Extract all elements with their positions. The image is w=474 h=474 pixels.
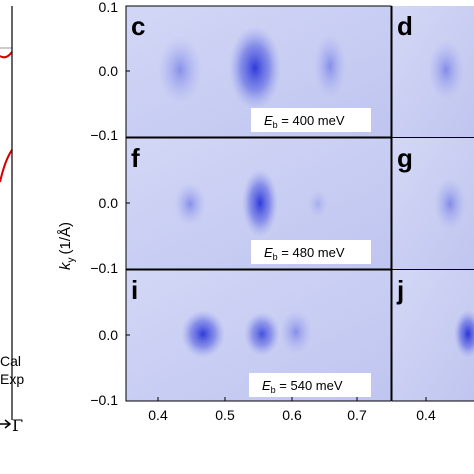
panel-letter-j: j [396, 275, 404, 305]
panel-f: f Eb = 480 meV [125, 137, 392, 270]
gamma-label: Γ [12, 416, 23, 435]
panel-letter-i: i [131, 275, 138, 305]
arrow-icon [0, 419, 12, 429]
x-tick-label: 0.4 [416, 407, 436, 423]
x-tick-label: 0.5 [215, 407, 235, 423]
legend-exp: Exp [0, 371, 24, 387]
calculated-band-upper [0, 51, 13, 59]
calculated-band-lower [0, 149, 13, 183]
x-tick-label: 0.6 [282, 407, 302, 423]
y-tick-label: 0.0 [99, 327, 119, 343]
energy-label-box [251, 108, 371, 132]
y-axis-label: ky(1/Å) [57, 222, 77, 270]
y-tick-label: 0.1 [99, 0, 119, 15]
panel-letter-c: c [131, 11, 145, 41]
y-tick-label: −0.1 [90, 392, 118, 408]
y-tick-label: −0.1 [90, 127, 118, 143]
energy-label-box [249, 373, 371, 397]
x-tick-label: 0.4 [148, 407, 168, 423]
y-tick-label: 0.0 [99, 63, 119, 79]
energy-label-f: Eb = 480 meV [264, 245, 345, 262]
left-band-panel: Cal Exp Γ [0, 6, 24, 435]
y-tick-label: 0.0 [99, 195, 119, 211]
x-tick-label: 0.7 [347, 407, 367, 423]
legend-cal: Cal [0, 353, 21, 369]
panel-i: i Eb = 540 meV [125, 269, 392, 402]
y-ticks: 0.1 0.0 −0.1 0.0 −0.1 0.0 −0.1 [90, 0, 130, 408]
energy-label-box [251, 240, 371, 264]
right-panels: d g j [391, 6, 474, 402]
y-tick-label: −0.1 [90, 260, 118, 276]
energy-label-c: Eb = 400 meV [264, 113, 345, 130]
x-ticks: 0.4 0.5 0.6 0.7 0.4 [148, 397, 436, 423]
panel-letter-g: g [397, 143, 413, 173]
panel-c: c Eb = 400 meV [125, 5, 392, 138]
energy-label-i: Eb = 540 meV [262, 378, 343, 395]
panel-letter-d: d [397, 11, 413, 41]
panel-letter-f: f [131, 143, 140, 173]
